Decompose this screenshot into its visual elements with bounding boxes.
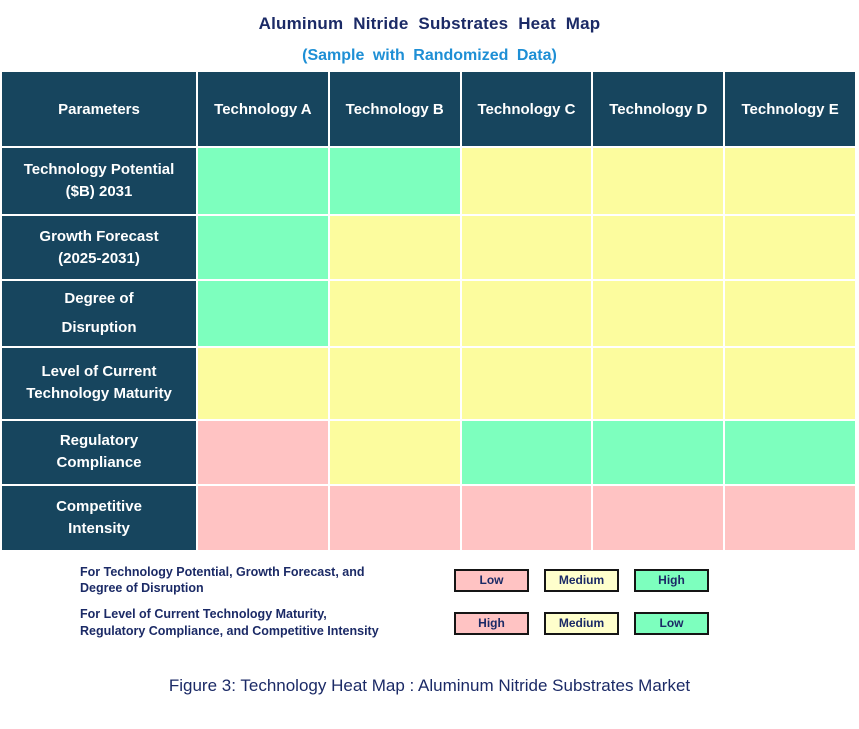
row-label-line: Technology Maturity [26,385,172,402]
row-label-line: Level of Current [41,363,157,381]
row-label-growth-forecast: Growth Forecast (2025-2031) [2,216,196,279]
heatmap-cell [198,281,328,346]
heatmap-cell [329,347,460,419]
heatmap-cell [198,216,328,279]
heatmap-cell [198,148,328,214]
legend-group-maturity-compliance-intensity: For Level of Current Technology Maturity… [80,606,859,640]
row-label-line: Growth Forecast [39,227,159,245]
heatmap-cell [593,347,724,419]
legend-text-line: For Level of Current Technology Maturity… [80,607,327,622]
legend-text-line: For Technology Potential, Growth Forecas… [80,564,365,579]
page-subtitle: (Sample with Randomized Data) [302,47,557,64]
page-title: Aluminum Nitride Substrates Heat Map [258,14,601,33]
legend-swatch-high: High [454,611,529,635]
heatmap-cell [329,216,460,279]
row-label-line: Regulatory [59,432,139,450]
legend-group-text: For Level of Current Technology Maturity… [80,606,438,640]
row-label-line: (2025-2031) [58,249,140,267]
legend-swatch-medium: Medium [544,611,619,635]
heatmap-cell [593,485,724,550]
heatmap-cell [198,420,328,484]
header-technology-d: Technology D [593,72,724,146]
header-technology-e: Technology E [725,72,855,146]
legend: For Technology Potential, Growth Forecas… [80,564,859,641]
heatmap-cell [198,347,328,419]
table-row: Growth Forecast (2025-2031) [2,216,855,279]
heatmap-cell [593,216,724,279]
legend-swatch-low: Low [634,611,709,635]
row-label-technology-potential: Technology Potential ($B) 2031 [2,148,196,214]
heatmap-cell [461,420,592,484]
heatmap-cell [329,485,460,550]
heatmap-cell [198,485,328,550]
row-label-competitive-intensity: Competitive Intensity [2,485,196,550]
heatmap-table: Parameters Technology A Technology B Tec… [0,70,857,552]
header-parameters: Parameters [2,72,196,146]
heatmap-cell [725,148,855,214]
heatmap-cell [593,281,724,346]
row-label-line: Technology Potential [23,161,175,179]
row-label-line: ($B) 2031 [65,183,133,200]
heatmap-cell [461,148,592,214]
row-label-line: Compliance [56,454,142,471]
legend-swatches: High Medium Low [454,611,709,635]
heatmap-cell [461,485,592,550]
legend-text-line: Degree of Disruption [80,581,204,596]
row-label-line: Competitive [56,497,142,515]
row-label-line: Intensity [68,519,130,537]
heatmap-cell [461,216,592,279]
table-row: Regulatory Compliance [2,420,855,484]
legend-swatch-medium: Medium [544,568,619,592]
row-label-line: Disruption [61,318,137,336]
heatmap-cell [461,347,592,419]
heatmap-cell [329,148,460,214]
legend-text-line: Regulatory Compliance, and Competitive I… [80,624,379,639]
row-label-degree-of-disruption: Degree of Disruption [2,281,196,346]
table-row: Level of Current Technology Maturity [2,347,855,419]
legend-group-text: For Technology Potential, Growth Forecas… [80,564,438,598]
heatmap-cell [593,148,724,214]
row-label-line: Degree of [64,290,134,307]
header-technology-b: Technology B [329,72,460,146]
table-row: Competitive Intensity [2,485,855,550]
header-technology-a: Technology A [198,72,328,146]
legend-group-potential-growth-disruption: For Technology Potential, Growth Forecas… [80,564,859,598]
heatmap-cell [725,485,855,550]
header-technology-c: Technology C [461,72,592,146]
legend-swatches: Low Medium High [454,568,709,592]
header-row: Parameters Technology A Technology B Tec… [2,72,855,146]
table-row: Degree of Disruption [2,281,855,346]
heatmap-cell [725,347,855,419]
heatmap-cell [329,420,460,484]
row-label-technology-maturity: Level of Current Technology Maturity [2,347,196,419]
heatmap-cell [725,420,855,484]
heatmap-cell [593,420,724,484]
table-row: Technology Potential ($B) 2031 [2,148,855,214]
figure-caption: Figure 3: Technology Heat Map : Aluminum… [168,676,691,695]
heatmap-cell [461,281,592,346]
legend-swatch-low: Low [454,568,529,592]
heatmap-cell [329,281,460,346]
row-label-regulatory-compliance: Regulatory Compliance [2,420,196,484]
heatmap-cell [725,216,855,279]
legend-swatch-high: High [634,568,709,592]
heatmap-cell [725,281,855,346]
